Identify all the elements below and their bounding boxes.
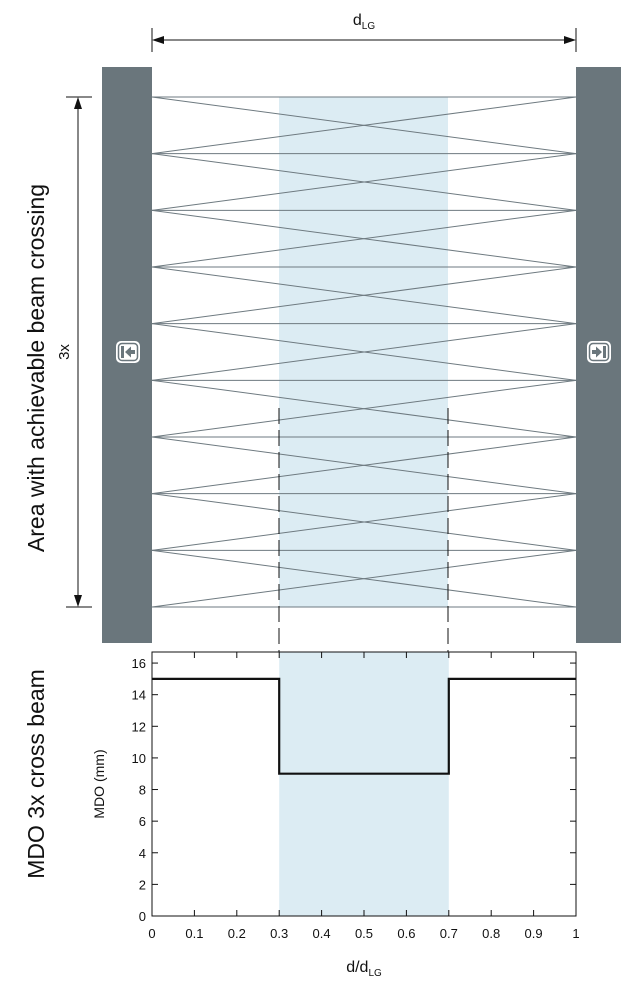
width-dimension-label: dLG bbox=[353, 12, 375, 32]
side-label-bottom: MDO 3x cross beam bbox=[23, 669, 49, 879]
x-tick-label: 1 bbox=[572, 926, 579, 941]
beam-cross-up bbox=[151, 549, 577, 608]
beam-cross-up bbox=[151, 266, 577, 325]
chart-ticks: 0 0.1 0.2 0.3 0.4 0.5 0.6 0.7 0.8 0.9 102468101214… bbox=[132, 652, 580, 941]
x-tick-label: 0.2 bbox=[228, 926, 246, 941]
width-dimension: dLG bbox=[151, 12, 577, 52]
receiver-arrow-icon bbox=[587, 341, 611, 363]
y-tick-label: 2 bbox=[139, 877, 146, 892]
beam-cross-up bbox=[151, 379, 577, 438]
beam-cross-up bbox=[151, 493, 577, 551]
y-tick-label: 16 bbox=[132, 656, 146, 671]
height-dimension: 3x bbox=[56, 96, 92, 608]
y-tick-label: 10 bbox=[132, 751, 146, 766]
x-tick-label: 0.6 bbox=[397, 926, 415, 941]
beam-cross-up bbox=[151, 323, 577, 381]
chart-highlight-band bbox=[279, 652, 449, 916]
sender-arrow-icon bbox=[116, 341, 140, 363]
y-tick-label: 4 bbox=[139, 846, 146, 861]
x-tick-label: 0.7 bbox=[440, 926, 458, 941]
height-dimension-label: 3x bbox=[56, 344, 73, 360]
x-tick-label: 0.4 bbox=[313, 926, 331, 941]
beam-lines bbox=[151, 96, 577, 608]
y-tick-label: 8 bbox=[139, 783, 146, 798]
x-tick-label: 0.5 bbox=[355, 926, 373, 941]
mdo-series-line bbox=[152, 677, 576, 775]
x-tick-label: 0.8 bbox=[482, 926, 500, 941]
x-axis-label: d/dLG bbox=[346, 959, 382, 979]
beam-cross-up bbox=[151, 209, 577, 268]
x-tick-label: 0.9 bbox=[525, 926, 543, 941]
x-tick-label: 0 bbox=[148, 926, 155, 941]
y-tick-label: 14 bbox=[132, 688, 146, 703]
y-tick-label: 0 bbox=[139, 909, 146, 924]
y-tick-label: 6 bbox=[139, 814, 146, 829]
y-tick-label: 12 bbox=[132, 719, 146, 734]
x-tick-label: 0.1 bbox=[185, 926, 203, 941]
x-tick-label: 0.3 bbox=[270, 926, 288, 941]
y-axis-label: MDO (mm) bbox=[91, 749, 107, 818]
beam-cross-up bbox=[151, 153, 577, 211]
side-label-top: Area with achievable beam crossing bbox=[23, 184, 49, 552]
beam-cross-up bbox=[151, 96, 577, 155]
beam-cross-up bbox=[151, 436, 577, 495]
